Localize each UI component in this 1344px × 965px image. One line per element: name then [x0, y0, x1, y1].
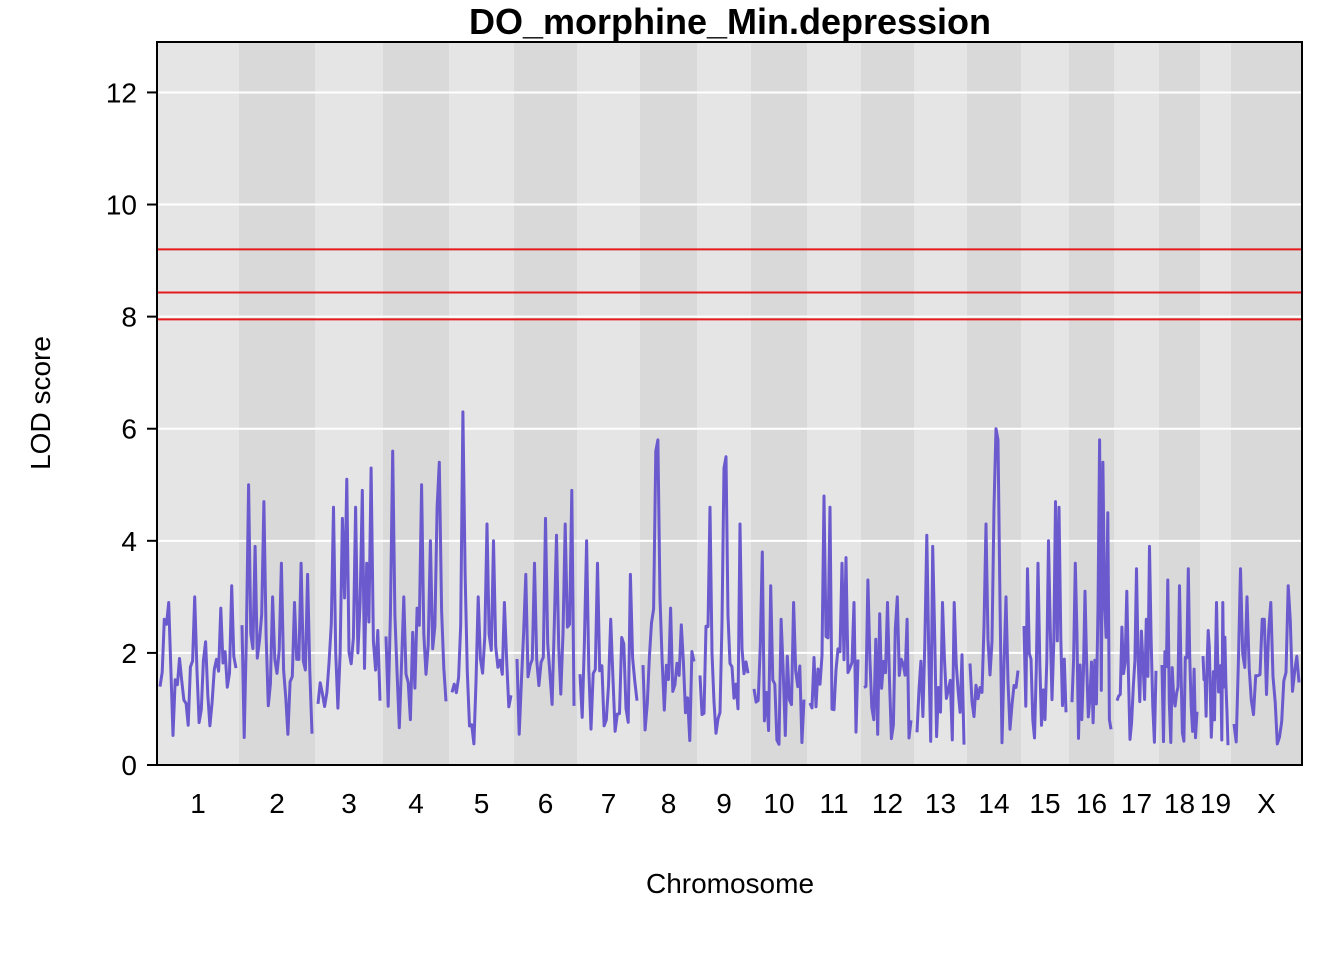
- lod-line-chr-4: [384, 449, 448, 730]
- lod-line-chr-5: [450, 410, 513, 746]
- chromosome-label-16: 16: [1076, 788, 1107, 819]
- lod-line-chr-8: [641, 438, 696, 742]
- lod-series: [158, 410, 1301, 746]
- y-axis: 0 2 4 6 8 10 12: [106, 77, 157, 781]
- chromosome-label-9: 9: [716, 788, 732, 819]
- lod-line-chr-2: [240, 483, 314, 739]
- y-tick-label-8: 8: [121, 302, 137, 333]
- lod-line-chr-7: [578, 539, 639, 733]
- chromosome-label-14: 14: [978, 788, 1009, 819]
- chromosome-label-15: 15: [1029, 788, 1060, 819]
- lod-line-chr-1: [158, 584, 238, 737]
- lod-line-chr-16: [1070, 438, 1113, 740]
- y-tick-label-6: 6: [121, 414, 137, 445]
- significance-thresholds: [157, 248, 1302, 321]
- plot-border: [156, 41, 1303, 766]
- chromosome-label-8: 8: [661, 788, 677, 819]
- lod-line-chr-6: [515, 488, 576, 736]
- chromosome-label-18: 18: [1164, 788, 1195, 819]
- chromosome-label-5: 5: [474, 788, 490, 819]
- y-tick-label-10: 10: [106, 190, 137, 221]
- chromosome-band-16: [1069, 42, 1114, 765]
- chromosome-label-4: 4: [408, 788, 424, 819]
- chromosome-label-13: 13: [925, 788, 956, 819]
- chromosome-label-11: 11: [819, 788, 848, 819]
- lod-line-chr-3: [316, 466, 382, 710]
- chromosome-label-17: 17: [1121, 788, 1152, 819]
- lod-line-chr-18: [1160, 567, 1199, 744]
- lod-line-chr-9: [698, 455, 750, 735]
- chart-title: DO_morphine_Min.depression: [469, 1, 991, 42]
- lod-line-chr-X: [1232, 567, 1301, 746]
- y-tick-label-12: 12: [106, 77, 137, 108]
- chromosome-label-X: X: [1257, 788, 1276, 819]
- chromosome-label-3: 3: [341, 788, 357, 819]
- lod-line-chr-11: [808, 494, 860, 734]
- chromosome-label-10: 10: [763, 788, 794, 819]
- lod-line-chr-12: [863, 578, 913, 741]
- chromosome-label-7: 7: [601, 788, 617, 819]
- chromosome-label-19: 19: [1200, 788, 1231, 819]
- y-axis-label: LOD score: [25, 336, 56, 470]
- y-tick-label-2: 2: [121, 638, 137, 669]
- lod-line-chr-10: [752, 550, 806, 746]
- lod-line-chr-14: [968, 427, 1020, 745]
- chromosome-label-12: 12: [872, 788, 903, 819]
- lod-line-chr-13: [915, 533, 966, 745]
- x-axis-label: Chromosome: [646, 868, 814, 899]
- chromosome-label-1: 1: [190, 788, 206, 819]
- chromosome-label-2: 2: [269, 788, 285, 819]
- y-tick-label-4: 4: [121, 526, 137, 557]
- chromosome-band-14: [967, 42, 1021, 765]
- x-axis-chromosome-labels: 1 2 3 4 5 6 7 8 9 10 11 12 13 14 15 16 17 18 19 X: [190, 788, 1276, 819]
- chromosome-label-6: 6: [538, 788, 554, 819]
- lod-line-chr-19: [1201, 601, 1230, 746]
- lod-line-chr-17: [1115, 544, 1158, 744]
- lod-line-chr-15: [1022, 500, 1068, 740]
- y-tick-label-0: 0: [121, 750, 137, 781]
